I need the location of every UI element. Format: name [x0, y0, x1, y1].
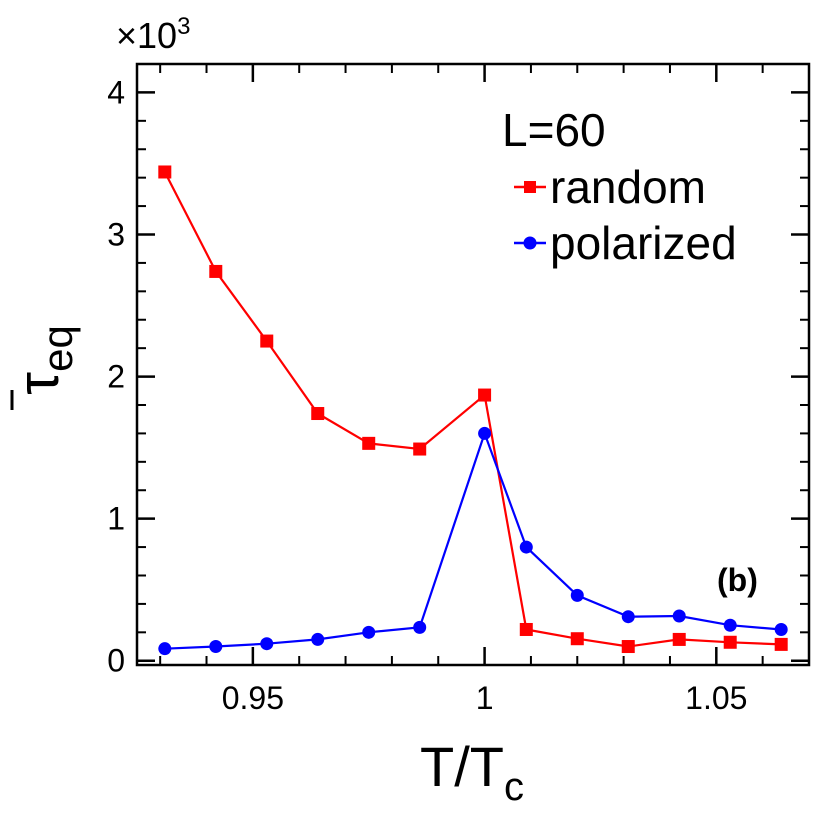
data-point-random: [519, 622, 533, 636]
panel-annotation: (b): [717, 562, 758, 598]
y-tick-label: 3: [107, 216, 125, 252]
data-point-polarized: [478, 426, 492, 440]
data-point-random: [362, 436, 376, 450]
data-point-polarized: [519, 540, 533, 554]
y-axis-title: τeq: [6, 325, 81, 410]
series-line-polarized: [164, 430, 782, 650]
data-point-random: [723, 635, 737, 649]
data-point-random: [570, 632, 584, 646]
svg-text:τeq: τeq: [6, 325, 81, 395]
plot-frame: [135, 62, 811, 667]
data-point-random: [413, 442, 427, 456]
data-point-polarized: [774, 622, 788, 636]
data-point-random: [158, 165, 172, 179]
y-tick-label: 0: [107, 643, 125, 679]
data-point-polarized: [260, 637, 274, 651]
data-point-polarized: [311, 632, 325, 646]
legend-entry-polarized: polarized: [514, 217, 737, 269]
y-tick-label: 2: [107, 359, 125, 395]
data-point-random: [209, 264, 223, 278]
data-point-random: [478, 388, 492, 402]
data-point-polarized: [158, 642, 172, 656]
legend-swatch-marker-polarized: [523, 236, 537, 250]
y-axis-title-subscript: eq: [34, 325, 81, 372]
x-tick-label: 1: [476, 680, 494, 716]
x-tick-label: 1.05: [685, 680, 747, 716]
legend-label-random: random: [550, 161, 706, 213]
data-point-polarized: [570, 588, 584, 602]
data-point-random: [672, 632, 686, 646]
x-tick-label: 0.95: [222, 680, 284, 716]
data-point-polarized: [621, 610, 635, 624]
x-axis-title-subscript: c: [504, 765, 524, 809]
legend-label-polarized: polarized: [550, 217, 737, 269]
legend: L=60 random polarized: [502, 104, 737, 269]
y-tick-label: 4: [107, 74, 125, 110]
data-point-polarized: [413, 620, 427, 634]
legend-swatch-marker-random: [524, 181, 536, 193]
y-tick-label: 1: [107, 501, 125, 537]
data-point-random: [774, 637, 788, 651]
data-point-polarized: [362, 625, 376, 639]
axis-ticks: 0 1 2 3 4 0.95 1 1.05: [107, 63, 810, 716]
x-axis-title: T/Tc: [420, 735, 524, 809]
data-point-random: [311, 407, 325, 421]
data-point-polarized: [209, 640, 223, 654]
data-point-random: [260, 334, 274, 348]
data-point-random: [621, 640, 635, 654]
y-axis-title-symbol: τ: [6, 372, 71, 395]
series-markers: [158, 165, 788, 656]
data-point-polarized: [723, 618, 737, 632]
y-multiplier-exponent: 3: [177, 13, 190, 40]
data-point-polarized: [672, 609, 686, 623]
y-multiplier: ×103: [116, 13, 190, 56]
legend-entry-random: random: [514, 161, 706, 213]
legend-title: L=60: [502, 104, 606, 156]
